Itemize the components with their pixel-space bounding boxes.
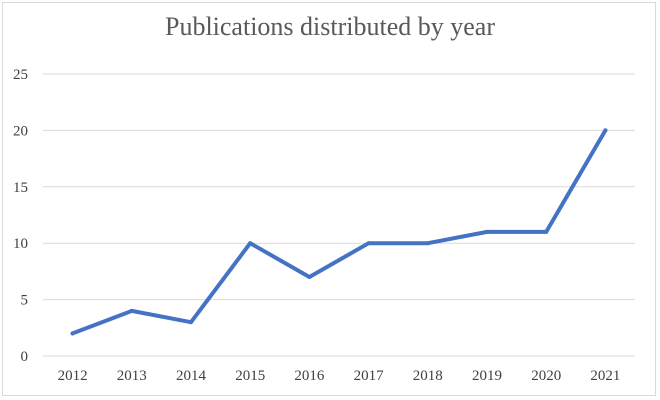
data-point: [425, 241, 430, 246]
data-point: [603, 128, 608, 133]
y-tick-labels: 0 5 10 15 20 25: [13, 67, 28, 365]
y-tick-label: 10: [13, 236, 28, 252]
data-point: [544, 229, 549, 234]
series-line: [70, 128, 608, 336]
y-tick-label: 0: [21, 349, 29, 365]
data-point: [70, 331, 75, 336]
x-tick-label: 2019: [472, 368, 502, 384]
x-tick-labels: 2012 2013 2014 2015 2016 2017 2018 2019 2020 2021: [58, 368, 621, 384]
x-tick-label: 2016: [294, 368, 325, 384]
x-tick-label: 2015: [235, 368, 265, 384]
y-tick-label: 20: [13, 123, 28, 139]
x-tick-label: 2021: [590, 368, 620, 384]
x-tick-label: 2017: [354, 368, 385, 384]
y-tick-label: 5: [21, 293, 29, 309]
gridlines: [43, 73, 635, 301]
data-point: [307, 275, 312, 280]
y-tick-label: 25: [13, 67, 28, 83]
data-point: [189, 320, 193, 325]
x-tick-label: 2014: [176, 368, 207, 384]
x-tick-label: 2020: [531, 368, 561, 384]
chart-title: Publications distributed by year: [164, 12, 495, 41]
x-tick-label: 2013: [117, 368, 147, 384]
x-tick-label: 2018: [413, 368, 443, 384]
series-layer: [70, 128, 608, 336]
chart-frame: [2, 2, 656, 396]
data-point: [485, 229, 489, 234]
data-point: [248, 241, 253, 246]
x-tick-label: 2012: [58, 368, 88, 384]
y-tick-label: 15: [13, 180, 28, 196]
data-point: [366, 241, 371, 246]
data-point: [129, 308, 134, 313]
